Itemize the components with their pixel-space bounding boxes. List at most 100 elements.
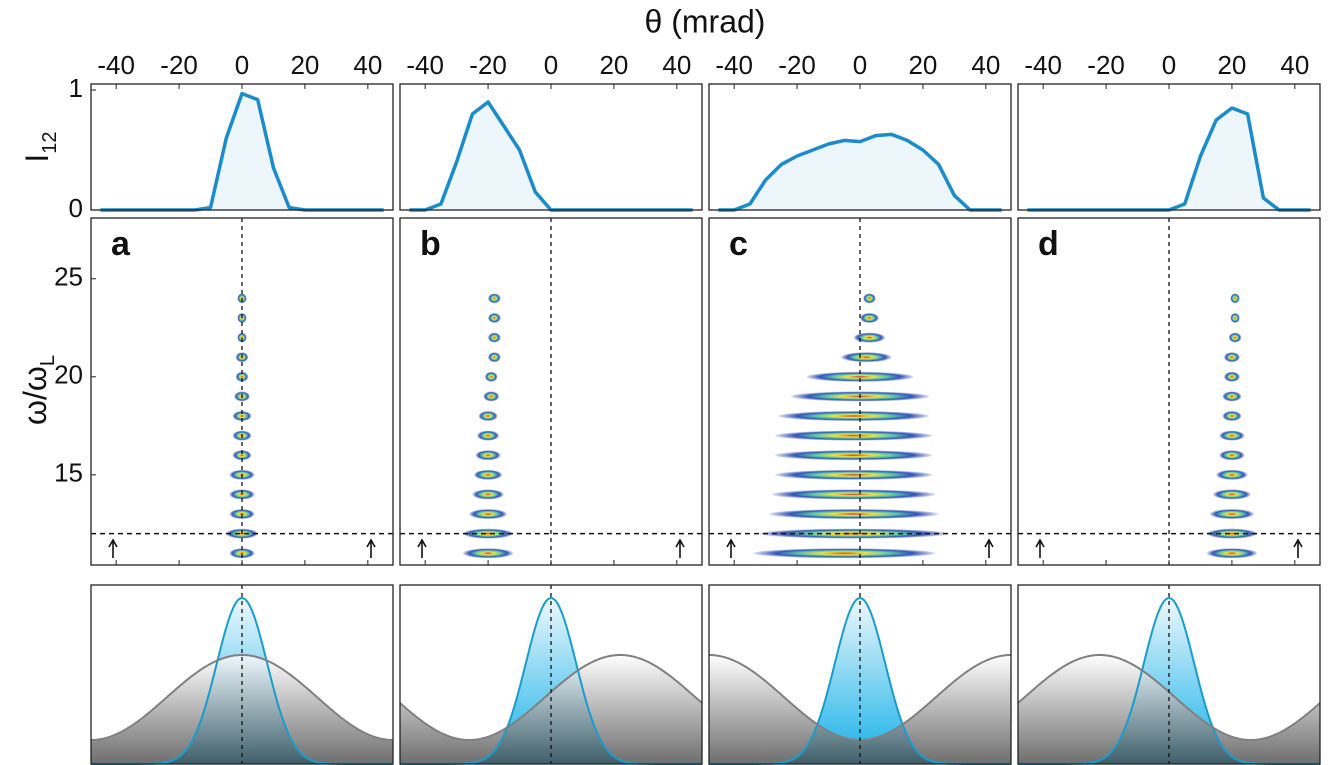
profile-line — [1027, 106, 1311, 212]
panel-label: c — [729, 225, 748, 263]
schematic-frame — [1017, 584, 1321, 765]
harmonic-blob — [484, 371, 498, 382]
harmonic-blob — [1206, 528, 1258, 539]
profile-frame — [708, 83, 1012, 211]
arrow — [726, 538, 736, 558]
panel-label: a — [111, 225, 131, 263]
schematic-frame — [90, 584, 394, 765]
harmonic-blob — [806, 371, 914, 382]
carrier-area — [400, 655, 702, 764]
arrow — [366, 538, 376, 558]
harmonic-blob — [768, 509, 939, 520]
harmonic-blob — [775, 430, 933, 441]
spectrum-frame — [708, 217, 1012, 566]
harmonic-blob — [478, 411, 498, 422]
x-tick-label: 0 — [235, 50, 249, 80]
x-tick-label: 20 — [599, 50, 628, 80]
x-tick-label: 40 — [1280, 50, 1309, 80]
profile-y-label: I12 — [19, 131, 61, 162]
profile-area — [100, 93, 384, 210]
profile-area — [718, 134, 1002, 210]
x-tick-label: 40 — [971, 50, 1000, 80]
harmonic-blob — [462, 528, 514, 539]
spectrum-frame — [1017, 217, 1321, 566]
harmonic-blob — [860, 312, 879, 323]
x-tick-label: -20 — [160, 50, 198, 80]
spectrum-y-label-sub: L — [37, 355, 59, 366]
profile-y-label-sub: 12 — [39, 131, 61, 153]
profile-frame — [1017, 83, 1321, 211]
harmonic-blob — [1224, 352, 1240, 363]
spectrum-frame — [399, 217, 703, 566]
harmonic-blob — [1213, 489, 1251, 500]
harmonic-blob — [1230, 293, 1240, 304]
harmonic-blob — [475, 450, 501, 461]
x-tick-label: -20 — [778, 50, 816, 80]
harmonic-blob — [853, 332, 886, 343]
x-tick-label: -40 — [406, 50, 444, 80]
x-tick-label: 0 — [1162, 50, 1176, 80]
harmonic-blob — [237, 332, 247, 343]
harmonic-blob — [841, 352, 892, 363]
harmonic-blob — [229, 489, 255, 500]
x-tick-label: 40 — [353, 50, 382, 80]
x-tick-label: -20 — [469, 50, 507, 80]
x-tick-label: -40 — [97, 50, 135, 80]
spectrum-y-label-main: ω/ω — [17, 366, 53, 425]
harmonic-blob — [1222, 411, 1242, 422]
harmonic-blob — [771, 489, 936, 500]
schematic-frame — [399, 584, 703, 765]
profile-frame — [399, 83, 703, 211]
x-tick-label: 0 — [853, 50, 867, 80]
harmonic-blob — [1222, 391, 1242, 402]
harmonic-blob — [1228, 332, 1242, 343]
x-tick-label: 20 — [290, 50, 319, 80]
harmonic-blob — [232, 411, 252, 422]
profile-frame — [90, 83, 394, 211]
carrier-area — [1018, 655, 1320, 764]
x-tick-label: 0 — [544, 50, 558, 80]
y-tick-label: 15 — [54, 458, 83, 488]
profile-area — [409, 102, 693, 210]
y-tick-label: 0 — [69, 193, 83, 223]
harmonic-blob — [488, 293, 501, 304]
profile-line — [718, 132, 1002, 212]
harmonic-blob — [232, 450, 252, 461]
spectrum-frame — [90, 217, 394, 566]
arrow — [675, 538, 685, 558]
harmonic-blob — [235, 371, 249, 382]
harmonic-blob — [1224, 371, 1240, 382]
spectrum-y-label: ω/ωL — [17, 355, 59, 425]
x-tick-label: -40 — [1024, 50, 1062, 80]
x-tick-label: 20 — [908, 50, 937, 80]
arrow — [108, 538, 118, 558]
harmonic-blob — [462, 548, 514, 559]
x-tick-label: 40 — [662, 50, 691, 80]
harmonic-blob — [1230, 312, 1240, 323]
carrier-area — [709, 655, 1011, 764]
arrow — [417, 538, 427, 558]
harmonic-blob — [1209, 509, 1254, 520]
x-tick-label: -20 — [1087, 50, 1125, 80]
y-tick-label: 1 — [69, 73, 83, 103]
arrow — [1293, 538, 1303, 558]
harmonic-blob — [488, 332, 501, 343]
y-tick-label: 25 — [54, 262, 83, 292]
harmonic-blob — [863, 293, 876, 304]
harmonic-blob — [473, 469, 503, 480]
harmonic-blob — [488, 352, 501, 363]
schematic-frame — [708, 584, 1012, 765]
x-tick-label: -40 — [715, 50, 753, 80]
y-tick-label: 20 — [54, 360, 83, 390]
harmonic-blob — [1216, 469, 1248, 480]
carrier-area — [91, 655, 393, 764]
harmonic-blob — [778, 411, 930, 422]
x-tick-label: 20 — [1217, 50, 1246, 80]
carrier-line — [91, 654, 393, 741]
harmonic-blob — [488, 312, 501, 323]
panel-label: d — [1038, 225, 1059, 263]
harmonic-blob — [1219, 430, 1245, 441]
harmonic-blob — [753, 548, 936, 559]
